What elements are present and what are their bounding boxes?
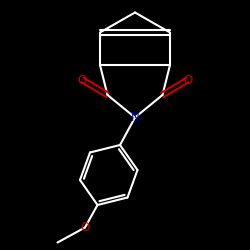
Text: O: O <box>78 74 87 86</box>
Text: O: O <box>183 74 192 86</box>
Text: N: N <box>130 111 140 124</box>
Text: O: O <box>80 221 90 234</box>
